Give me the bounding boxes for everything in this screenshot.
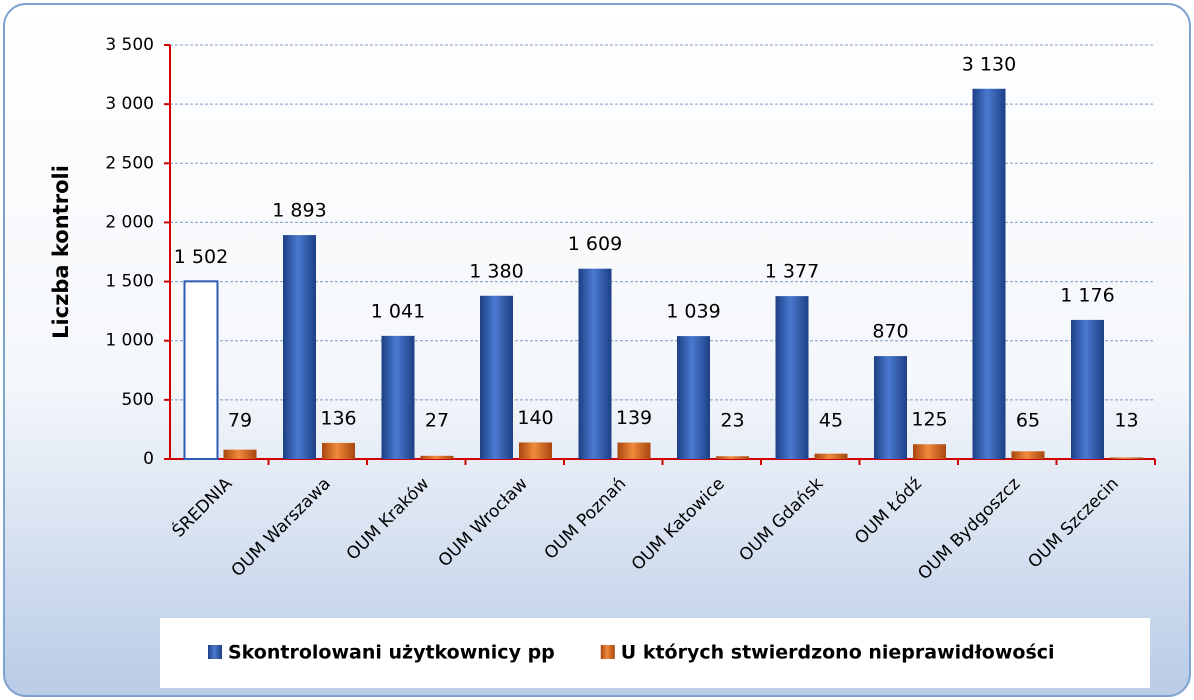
- legend-swatch: [208, 645, 222, 659]
- legend-swatch: [600, 645, 615, 659]
- y-tick-label: 500: [122, 390, 154, 410]
- value-label: 1 893: [272, 200, 326, 222]
- legend-label: U których stwierdzono nieprawidłowości: [621, 642, 1055, 664]
- bar: [1011, 451, 1045, 459]
- bar: [420, 455, 454, 459]
- value-label: 1 039: [666, 301, 720, 323]
- value-label: 139: [616, 407, 652, 429]
- bar: [381, 335, 415, 459]
- bar: [480, 295, 513, 459]
- y-tick-label: 3 000: [105, 94, 154, 114]
- bar: [283, 235, 316, 459]
- value-label: 3 130: [962, 53, 1016, 75]
- value-label: 27: [425, 410, 449, 432]
- bar: [1110, 457, 1143, 459]
- legend-box: [160, 618, 1150, 688]
- bar: [874, 356, 907, 459]
- bar: [716, 456, 749, 459]
- value-label: 1 176: [1060, 284, 1114, 306]
- bar: [322, 442, 355, 459]
- value-label: 1 380: [469, 260, 523, 282]
- value-label: 1 502: [174, 246, 228, 268]
- bar: [617, 442, 651, 459]
- value-label: 140: [517, 407, 553, 429]
- value-label: 1 609: [568, 233, 622, 255]
- y-tick-label: 3 500: [105, 35, 154, 55]
- bar: [972, 88, 1006, 459]
- value-label: 79: [228, 410, 252, 432]
- legend-label: Skontrolowani użytkownicy pp: [228, 642, 555, 664]
- value-label: 1 377: [765, 261, 819, 283]
- bar: [775, 296, 809, 459]
- value-label: 125: [911, 409, 947, 431]
- bar: [814, 453, 848, 459]
- value-label: 45: [819, 410, 843, 432]
- bar: [519, 442, 552, 459]
- value-label: 870: [872, 321, 908, 343]
- value-label: 65: [1016, 410, 1040, 432]
- bar: [1071, 319, 1104, 459]
- bar: [677, 336, 710, 459]
- value-label: 13: [1114, 410, 1138, 432]
- y-tick-label: 2 000: [105, 212, 154, 232]
- bar: [578, 268, 612, 459]
- value-label: 136: [320, 407, 356, 429]
- bar: [223, 449, 257, 459]
- y-tick-label: 2 500: [105, 153, 154, 173]
- bar: [183, 280, 219, 461]
- bar: [913, 444, 946, 459]
- y-tick-label: 1 500: [105, 272, 154, 292]
- y-tick-label: 1 000: [105, 331, 154, 351]
- value-label: 23: [720, 410, 744, 432]
- value-label: 1 041: [371, 300, 425, 322]
- y-axis-label: Liczba kontroli: [49, 165, 73, 339]
- y-tick-label: 0: [143, 449, 154, 469]
